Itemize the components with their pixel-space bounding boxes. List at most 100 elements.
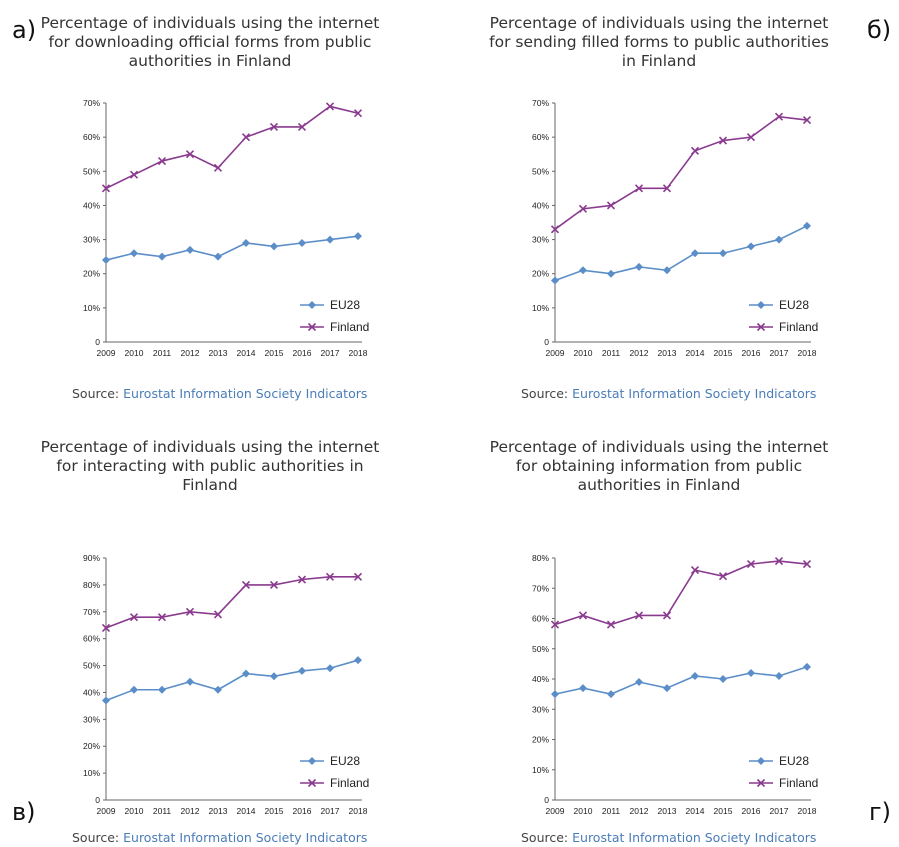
- data-point-eu28: [102, 696, 110, 705]
- x-tick-label: 2012: [630, 806, 649, 816]
- data-point-finland: [241, 133, 251, 142]
- y-tick-label: 50%: [83, 166, 100, 176]
- x-tick-label: 2009: [546, 806, 565, 816]
- x-tick-label: 2015: [714, 348, 733, 358]
- legend-label: EU28: [330, 298, 360, 312]
- data-point-finland: [269, 580, 279, 589]
- y-tick-label: 20%: [532, 735, 549, 745]
- x-tick-label: 2016: [742, 348, 761, 358]
- legend-entry-finland: Finland: [300, 776, 369, 790]
- data-point-eu28: [158, 252, 166, 261]
- x-tick-label: 2009: [546, 348, 565, 358]
- data-point-eu28: [130, 249, 138, 258]
- y-tick-label: 60%: [532, 132, 549, 142]
- legend-label: EU28: [779, 298, 809, 312]
- data-point-finland: [690, 566, 700, 575]
- data-point-eu28: [803, 221, 811, 230]
- y-tick-label: 40%: [532, 674, 549, 684]
- x-tick-label: 2015: [265, 348, 284, 358]
- data-point-eu28: [270, 672, 278, 681]
- data-point-finland: [157, 156, 167, 166]
- y-tick-label: 70%: [83, 98, 100, 108]
- data-point-finland: [550, 225, 560, 234]
- data-point-finland: [269, 122, 279, 131]
- data-point-eu28: [663, 684, 671, 693]
- data-point-eu28: [354, 232, 362, 241]
- source-link[interactable]: Eurostat Information Society Indicators: [572, 830, 816, 845]
- x-tick-label: 2011: [602, 806, 621, 816]
- y-tick-label: 60%: [532, 614, 549, 624]
- y-tick-label: 10%: [83, 303, 100, 313]
- data-point-finland: [157, 613, 167, 622]
- source-link[interactable]: Eurostat Information Society Indicators: [123, 830, 367, 845]
- legend-label: Finland: [779, 776, 818, 790]
- y-tick-label: 0: [544, 795, 549, 805]
- y-tick-label: 70%: [532, 583, 549, 593]
- chart-title: Percentage of individuals using the inte…: [489, 14, 829, 70]
- data-point-finland: [718, 572, 728, 581]
- chart-title: Percentage of individuals using the inte…: [41, 438, 380, 494]
- y-tick-label: 30%: [532, 704, 549, 714]
- x-tick-label: 2014: [237, 348, 256, 358]
- data-point-finland: [634, 184, 644, 193]
- data-point-eu28: [775, 671, 783, 680]
- data-point-eu28: [130, 685, 138, 694]
- source-note: Source: Eurostat Information Society Ind…: [72, 386, 367, 401]
- y-tick-label: 80%: [532, 553, 549, 563]
- legend-label: EU28: [779, 754, 809, 768]
- data-point-eu28: [663, 266, 671, 275]
- panel-letter: г): [869, 798, 891, 826]
- legend-entry-finland: Finland: [749, 776, 818, 790]
- data-point-eu28: [635, 678, 643, 687]
- data-point-eu28: [354, 656, 362, 665]
- series-line-finland: [105, 576, 358, 629]
- chart-panel-3: в) Percentage of individuals using the in…: [0, 424, 449, 847]
- x-tick-label: 2013: [658, 806, 677, 816]
- x-tick-label: 2011: [153, 806, 172, 816]
- data-point-finland: [606, 620, 616, 629]
- chart-panel-1: а) Percentage of individuals using the in…: [0, 0, 449, 423]
- data-point-eu28: [326, 664, 334, 673]
- series-line-eu28: [105, 659, 359, 702]
- data-point-eu28: [186, 677, 194, 686]
- series-line-eu28: [554, 225, 808, 282]
- x-tick-label: 2012: [181, 806, 200, 816]
- data-point-finland: [802, 116, 812, 125]
- x-tick-label: 2015: [265, 806, 284, 816]
- data-point-finland: [101, 184, 111, 193]
- data-point-finland: [690, 146, 700, 155]
- x-tick-label: 2017: [770, 348, 789, 358]
- panel-letter: а): [12, 16, 37, 44]
- line-chart: Percentage of individuals using the inte…: [41, 14, 380, 401]
- data-point-eu28: [214, 685, 222, 694]
- line-chart: Percentage of individuals using the inte…: [490, 438, 829, 845]
- y-tick-label: 70%: [532, 98, 549, 108]
- y-tick-label: 10%: [532, 765, 549, 775]
- legend-label: Finland: [330, 776, 369, 790]
- legend-label: EU28: [330, 754, 360, 768]
- x-tick-label: 2013: [209, 348, 228, 358]
- data-point-finland: [129, 613, 139, 622]
- data-point-finland: [578, 611, 588, 620]
- y-tick-label: 40%: [532, 200, 549, 210]
- data-point-eu28: [719, 249, 727, 258]
- x-tick-label: 2014: [237, 806, 256, 816]
- data-point-finland: [802, 559, 812, 569]
- x-tick-label: 2016: [293, 348, 312, 358]
- y-tick-label: 80%: [83, 580, 100, 590]
- y-tick-label: 0: [544, 337, 549, 347]
- y-tick-label: 20%: [83, 269, 100, 279]
- panel-letter: б): [867, 16, 892, 44]
- chart-title: Percentage of individuals using the inte…: [41, 14, 380, 70]
- x-tick-label: 2017: [770, 806, 789, 816]
- y-tick-label: 30%: [83, 235, 100, 245]
- x-tick-label: 2010: [125, 348, 144, 358]
- source-note: Source: Eurostat Information Society Ind…: [72, 830, 367, 845]
- source-link[interactable]: Eurostat Information Society Indicators: [572, 386, 816, 401]
- y-tick-label: 0: [95, 795, 100, 805]
- data-point-eu28: [298, 666, 306, 675]
- data-point-finland: [606, 201, 616, 210]
- data-point-eu28: [747, 668, 755, 677]
- data-point-eu28: [775, 235, 783, 244]
- source-link[interactable]: Eurostat Information Society Indicators: [123, 386, 367, 401]
